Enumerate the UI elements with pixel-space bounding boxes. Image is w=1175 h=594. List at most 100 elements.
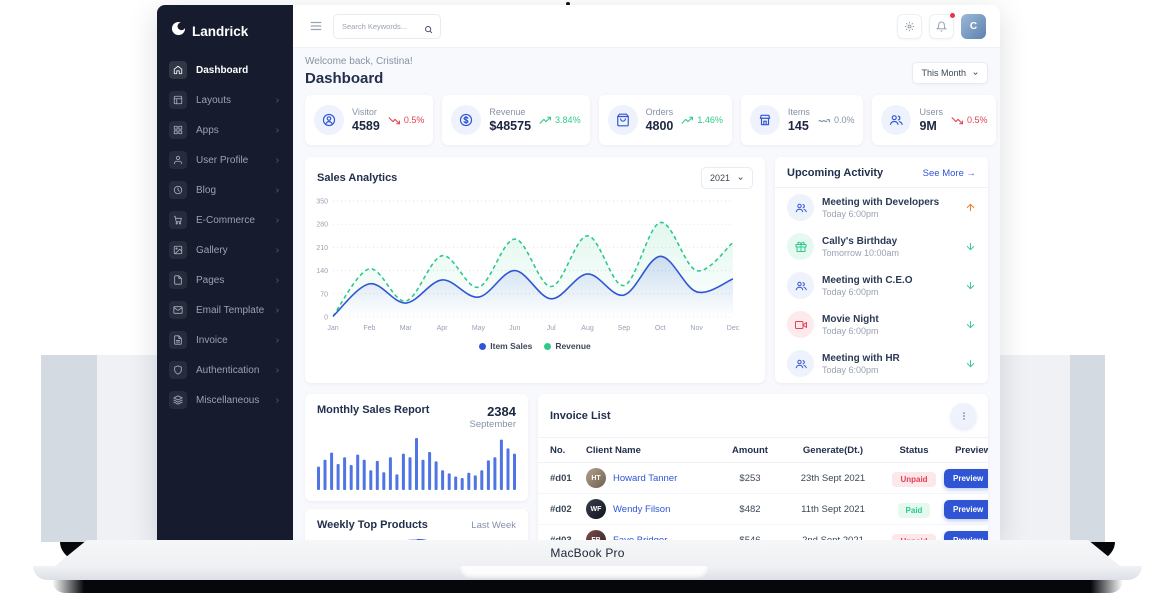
client-name-link[interactable]: Faye Bridger bbox=[613, 534, 668, 542]
sidebar-item-label: User Profile bbox=[196, 154, 249, 166]
year-dropdown[interactable]: 2021 bbox=[700, 167, 753, 189]
sales-analytics-title: Sales Analytics bbox=[317, 172, 398, 184]
search-input[interactable] bbox=[334, 21, 416, 31]
svg-text:May: May bbox=[472, 325, 486, 332]
shield-icon bbox=[169, 361, 187, 379]
laptop-shadow bbox=[52, 580, 1123, 593]
stat-delta: 0.5% bbox=[951, 114, 987, 127]
sidebar-item-invoice[interactable]: Invoice bbox=[157, 325, 293, 355]
store-icon bbox=[749, 105, 780, 135]
client-avatar: HT bbox=[586, 468, 606, 488]
legend-item[interactable]: Item Sales bbox=[479, 341, 532, 351]
chevron-right-icon bbox=[274, 247, 281, 254]
stats-row: Visitor 4589 0.5% Revenue $48575 3.84% Orders 4… bbox=[305, 95, 997, 145]
brand-name: Landrick bbox=[192, 23, 249, 39]
sidebar-item-dashboard[interactable]: Dashboard bbox=[157, 55, 293, 85]
sidebar-item-gallery[interactable]: Gallery bbox=[157, 235, 293, 265]
svg-text:Feb: Feb bbox=[363, 325, 375, 332]
client-name-link[interactable]: Wendy Filson bbox=[613, 503, 671, 515]
sidebar-item-e-commerce[interactable]: E-Commerce bbox=[157, 205, 293, 235]
sidebar-item-label: Blog bbox=[196, 184, 217, 196]
monthly-sales-month: September bbox=[469, 419, 516, 430]
sidebar-item-label: Gallery bbox=[196, 244, 228, 256]
period-dropdown[interactable]: This Month bbox=[912, 62, 988, 84]
dashboard-content: Welcome back, Cristina! Dashboard This M… bbox=[293, 48, 1000, 541]
invoice-number: #d03 bbox=[550, 534, 572, 542]
brand[interactable]: Landrick bbox=[157, 15, 293, 55]
notification-dot bbox=[949, 11, 956, 19]
invoice-row: #d03 FB Faye Bridger $546 2nd Sept 2021 Unpai… bbox=[538, 525, 988, 541]
sidebar: Landrick Dashboard Layouts Apps User Profil… bbox=[157, 5, 293, 541]
sidebar-item-layouts[interactable]: Layouts bbox=[157, 85, 293, 115]
search-box[interactable] bbox=[333, 13, 441, 39]
chevron-right-icon bbox=[274, 367, 281, 374]
sidebar-item-label: Miscellaneous bbox=[196, 394, 260, 406]
page-title: Dashboard bbox=[305, 70, 384, 87]
sidebar-item-label: Apps bbox=[196, 124, 219, 136]
activity-time: Tomorrow 10:00am bbox=[822, 247, 900, 258]
preview-button[interactable]: Preview bbox=[944, 531, 988, 541]
arrow-down-icon bbox=[965, 358, 976, 369]
client-name-link[interactable]: Howard Tanner bbox=[613, 472, 678, 484]
chevron-right-icon bbox=[274, 217, 281, 224]
image-icon bbox=[169, 241, 187, 259]
activity-title-text: Cally's Birthday bbox=[822, 235, 898, 247]
see-more-link[interactable]: See More → bbox=[922, 167, 976, 179]
activity-item[interactable]: Meeting with Developers Today 6:00pm bbox=[775, 188, 988, 227]
activity-item[interactable]: Cally's Birthday Tomorrow 10:00am bbox=[775, 227, 988, 266]
clock-icon bbox=[169, 181, 187, 199]
activity-item[interactable]: Meeting with C.E.O Today 6:00pm bbox=[775, 266, 988, 305]
invoice-more-button[interactable] bbox=[951, 403, 976, 428]
period-value: This Month bbox=[921, 68, 966, 78]
bell-icon bbox=[936, 21, 947, 32]
search-icon[interactable] bbox=[424, 21, 433, 39]
topbar-actions: C bbox=[897, 11, 986, 39]
legend-label: Revenue bbox=[555, 341, 591, 351]
sidebar-item-apps[interactable]: Apps bbox=[157, 115, 293, 145]
user-avatar[interactable]: C bbox=[961, 13, 986, 39]
sidebar-item-pages[interactable]: Pages bbox=[157, 265, 293, 295]
preview-button[interactable]: Preview bbox=[944, 500, 988, 519]
sidebar-item-user-profile[interactable]: User Profile bbox=[157, 145, 293, 175]
activity-title-text: Meeting with Developers bbox=[822, 196, 940, 208]
activity-item[interactable]: Meeting with HR Today 6:00pm bbox=[775, 344, 988, 383]
legend-label: Item Sales bbox=[490, 341, 533, 351]
users-icon bbox=[787, 272, 814, 299]
arrow-down-icon bbox=[965, 241, 976, 252]
svg-text:Aug: Aug bbox=[581, 325, 594, 332]
preview-button[interactable]: Preview bbox=[944, 469, 988, 488]
stat-value: 4800 bbox=[645, 119, 674, 133]
invoice-table: No. Client Name Amount Generate(Dt.) Status P… bbox=[538, 437, 988, 541]
weekly-title: Weekly Top Products bbox=[317, 519, 428, 531]
invoice-list-card: Invoice List No. Client Name Amount Generat… bbox=[538, 394, 988, 541]
weekly-top-products-card: Weekly Top Products Last Week 23.9% 38.5… bbox=[305, 509, 528, 541]
monthly-sales-chart bbox=[317, 438, 516, 490]
svg-text:Nov: Nov bbox=[690, 325, 703, 332]
laptop-left-bezel bbox=[97, 355, 157, 542]
settings-button[interactable] bbox=[897, 13, 922, 39]
menu-icon[interactable] bbox=[309, 19, 323, 33]
activity-time: Today 6:00pm bbox=[822, 286, 879, 297]
svg-text:Mar: Mar bbox=[400, 325, 413, 332]
sidebar-item-blog[interactable]: Blog bbox=[157, 175, 293, 205]
mail-icon bbox=[169, 301, 187, 319]
stat-label: Items bbox=[787, 107, 810, 117]
invoice-number: #d01 bbox=[550, 472, 572, 484]
sidebar-item-label: Pages bbox=[196, 274, 225, 286]
legend-item[interactable]: Revenue bbox=[544, 341, 591, 351]
activity-item[interactable]: Movie Night Today 6:00pm bbox=[775, 305, 988, 344]
notifications-button[interactable] bbox=[929, 11, 956, 39]
invoice-table-header: No. Client Name Amount Generate(Dt.) Status P… bbox=[538, 437, 988, 463]
laptop-bezel-bar: MacBook Pro bbox=[55, 540, 1120, 566]
sidebar-item-miscellaneous[interactable]: Miscellaneous bbox=[157, 385, 293, 415]
chevron-right-icon bbox=[274, 187, 281, 194]
sidebar-item-authentication[interactable]: Authentication bbox=[157, 355, 293, 385]
gift-icon bbox=[787, 233, 814, 260]
sidebar-item-label: Layouts bbox=[196, 94, 232, 106]
status-badge: Unpaid bbox=[892, 534, 936, 541]
monthly-sales-title: Monthly Sales Report bbox=[317, 404, 430, 416]
sidebar-item-email-template[interactable]: Email Template bbox=[157, 295, 293, 325]
stat-delta: 1.46% bbox=[681, 114, 723, 127]
laptop-left-edge bbox=[41, 355, 97, 542]
arrow-down-icon bbox=[965, 280, 976, 291]
